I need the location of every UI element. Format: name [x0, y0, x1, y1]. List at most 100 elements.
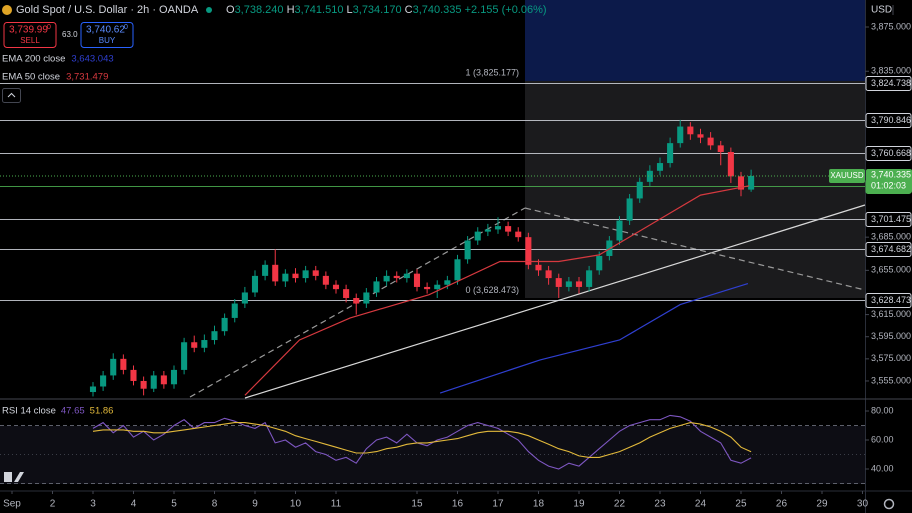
candle-body: [565, 281, 572, 287]
y-tick-label: 3,595.000: [871, 331, 911, 341]
buy-button[interactable]: [80, 22, 134, 48]
candle-body: [474, 231, 481, 241]
y-tick-label: 3,835.000: [871, 66, 911, 76]
x-tick-label: 10: [290, 499, 302, 510]
legend-name: EMA 200 close: [2, 54, 65, 65]
candle-body: [596, 255, 603, 271]
level-label: 3,628.473: [871, 295, 911, 305]
ema-line: [439, 283, 749, 394]
collapse-icon: [7, 92, 16, 98]
level-tag: [865, 76, 912, 91]
candle-body: [231, 303, 238, 318]
level-label: 3,760.668: [871, 148, 911, 158]
candle-body: [403, 273, 410, 279]
plot-area: 1 (3,825.177) 0 (3,628.473): [0, 67, 865, 484]
y-tick-label: 3,615.000: [871, 309, 911, 319]
symbol-icon: [2, 5, 12, 15]
x-tick-label: 3: [90, 499, 96, 510]
candle-body: [110, 358, 117, 376]
sell-price: 3,739.99: [9, 25, 48, 36]
tv-logo: [4, 472, 24, 482]
y-tick-label: 3,685.000: [871, 232, 911, 242]
y-tick-label: 3,875.000: [871, 21, 911, 31]
y-tick-label: 40.00: [871, 463, 894, 473]
rsi-legend-value: 47.65: [61, 406, 85, 417]
collapse-button[interactable]: [2, 88, 21, 103]
sell-button[interactable]: [3, 22, 57, 48]
candle-body: [505, 226, 512, 232]
candle-body: [332, 284, 340, 290]
candle-body: [221, 317, 228, 332]
candle-body: [363, 292, 370, 304]
candle-body: [312, 270, 319, 276]
rsi-band: [0, 426, 865, 484]
ohlc-label: H: [287, 4, 295, 16]
candle-body: [393, 275, 400, 279]
candle-body: [677, 126, 684, 144]
symbol-title[interactable]: Gold Spot / U.S. Dollar · 2h · OANDA: [16, 4, 199, 16]
ohlc-value: 3,738.240: [235, 4, 284, 16]
candle-body: [636, 181, 643, 199]
x-tick-label: 2: [50, 499, 56, 510]
legend-value: 3,731.479: [66, 72, 108, 83]
fib-zone-top: [525, 0, 865, 81]
candle-body: [181, 342, 188, 370]
candle-body: [515, 231, 522, 238]
x-tick-label: 16: [452, 499, 464, 510]
x-tick-label: 11: [331, 499, 342, 510]
y-tick-label: 60.00: [871, 434, 894, 444]
candle-body: [150, 375, 157, 389]
last-price-label: 3,740.335: [871, 169, 911, 179]
candle-body: [262, 264, 269, 276]
x-tick-label: 29: [816, 499, 828, 510]
ohlc-label: O: [226, 4, 235, 16]
buy-label: BUY: [99, 36, 116, 45]
settings-icon[interactable]: [883, 498, 895, 510]
sell-label: SELL: [20, 36, 40, 45]
last-price-tag: [866, 168, 912, 193]
candle-body: [383, 275, 390, 282]
trend-line: [244, 204, 866, 399]
y-tick-label: 3,575.000: [871, 353, 911, 363]
buy-price: 3,740.62: [86, 25, 125, 36]
x-tick-label: 25: [735, 499, 747, 510]
candle-body: [424, 286, 431, 290]
y-tick-label: 80.00: [871, 405, 894, 415]
candle-body: [454, 259, 461, 281]
currency[interactable]: USD: [871, 5, 892, 16]
ohlc-label: C: [405, 4, 413, 16]
candle-body: [211, 331, 218, 341]
ohlc-value: 3,741.510: [295, 4, 344, 16]
rsi-line: [92, 414, 752, 470]
level-label: 3,790.846: [871, 115, 911, 125]
rsi-legend-value: 51.86: [90, 406, 114, 417]
legend-name: EMA 50 close: [2, 72, 60, 83]
y-tick-label: 3,555.000: [871, 375, 911, 385]
candle-body: [616, 220, 623, 241]
candle-body: [444, 280, 451, 285]
candle-body: [251, 275, 259, 293]
fib-label: 0 (3,628.473): [465, 285, 519, 295]
level-tag: [865, 113, 912, 128]
x-tick-label: 18: [533, 499, 545, 510]
candle-body: [343, 289, 350, 299]
x-tick-label: 15: [411, 499, 423, 510]
candle-body: [241, 292, 248, 304]
x-tick-label: 23: [654, 499, 666, 510]
legend-value: 3,643.043: [71, 54, 113, 65]
candle-body: [353, 298, 360, 304]
candle-body: [727, 151, 734, 177]
candle-body: [555, 278, 562, 287]
symbol-tag: [829, 168, 865, 183]
x-tick-label: 4: [131, 499, 137, 510]
x-tick-label: Sep: [3, 499, 21, 510]
currency-bg: [866, 0, 912, 21]
x-tick-label: 22: [614, 499, 626, 510]
sell-sup: 0: [47, 24, 51, 31]
candle-body: [201, 340, 208, 348]
ohlc: O3,738.240 H3,741.510 L3,734.170 C3,740.…: [226, 4, 547, 16]
level-tag: [865, 212, 912, 227]
candle-body: [656, 163, 664, 171]
